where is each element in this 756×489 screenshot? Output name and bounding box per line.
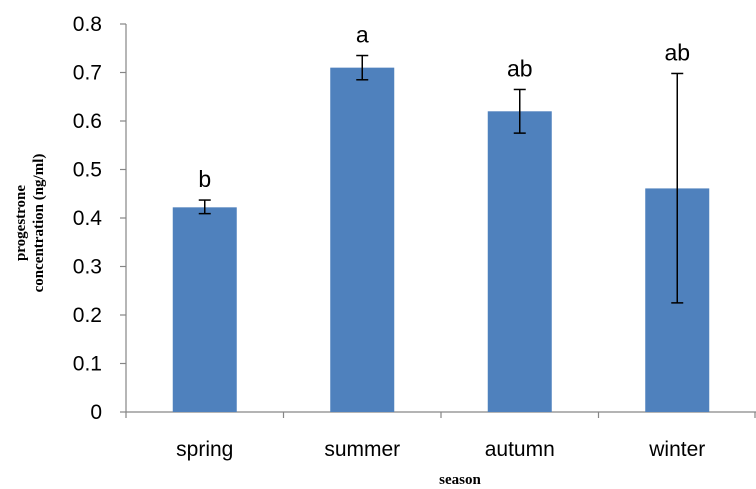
y-tick-label: 0.5 [73, 159, 102, 182]
error-bars [198, 54, 684, 304]
significance-label-summer: a [356, 22, 369, 48]
x-axis-title: season [439, 472, 481, 488]
y-axis-title-line-2: concentration (ng/ml) [31, 154, 47, 293]
x-tick-label-spring: spring [176, 438, 233, 461]
x-tick-label-autumn: autumn [485, 438, 555, 461]
x-tick-label-winter: winter [648, 438, 705, 461]
significance-labels: b a ab ab [198, 22, 690, 193]
y-tick-label: 0.4 [73, 207, 103, 230]
y-tick-label: 0.6 [73, 110, 102, 133]
y-tick-label: 0.3 [73, 256, 102, 279]
significance-label-winter: ab [664, 39, 690, 65]
y-axis: 0 0.1 0.2 0.3 0.4 0.5 0.6 0.7 0.8 [73, 13, 127, 424]
x-axis: spring summer autumn winter [125, 411, 756, 461]
y-tick-label: 0.8 [73, 13, 102, 36]
bar-summer [330, 67, 395, 413]
bars [172, 67, 710, 413]
y-axis-title: progestrone concentration (ng/ml) [13, 154, 47, 293]
bar-spring [172, 207, 237, 412]
y-tick-label: 0.2 [73, 304, 102, 327]
y-axis-title-line-1: progestrone [13, 185, 29, 261]
bar-autumn [487, 111, 552, 413]
y-tick-label: 0.7 [73, 62, 102, 85]
significance-label-autumn: ab [507, 55, 533, 81]
y-tick-label: 0.1 [73, 353, 102, 376]
y-tick-label: 0 [90, 401, 102, 424]
significance-label-spring: b [198, 166, 211, 192]
x-tick-label-summer: summer [324, 438, 400, 461]
